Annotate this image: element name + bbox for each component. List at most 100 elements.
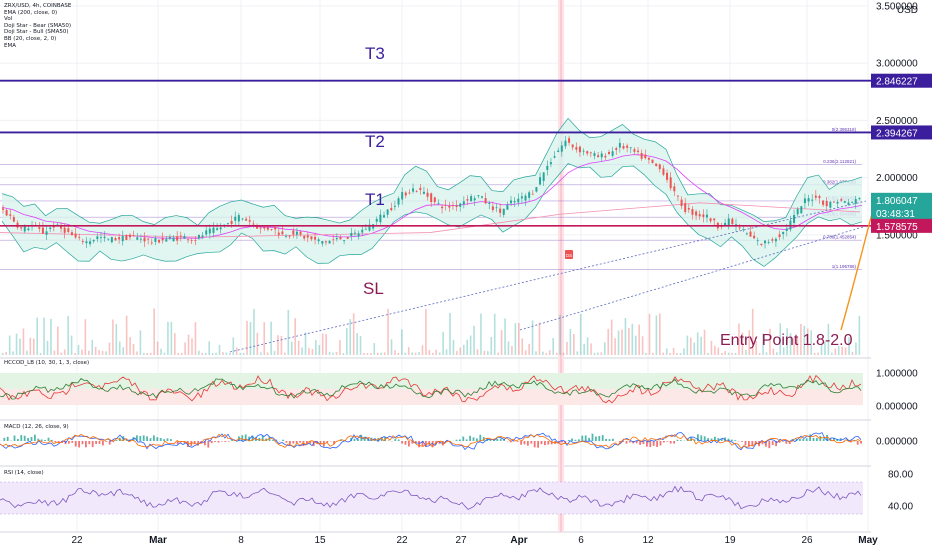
macd-histogram-bar xyxy=(673,441,675,444)
macd-histogram-bar xyxy=(500,439,502,441)
candle-body xyxy=(456,205,458,207)
candle-body xyxy=(779,234,781,237)
macd-histogram-bar xyxy=(170,439,172,441)
legend-symbol[interactable]: ZRX/USD, 4h, COINBASE xyxy=(4,3,71,10)
volume-bar xyxy=(432,353,434,355)
hcc-pane-label[interactable]: HCCOD_LB (10, 30, 1, 3, close) xyxy=(4,360,89,366)
candle-body xyxy=(608,152,610,154)
macd-histogram-bar xyxy=(809,434,811,441)
volume-bar xyxy=(284,353,286,355)
volume-bar xyxy=(831,353,833,355)
hcc-tick-label: 1.000000 xyxy=(876,369,918,380)
volume-bar xyxy=(611,320,613,355)
macd-histogram-bar xyxy=(605,439,607,441)
macd-pane-label[interactable]: MACD (12, 26, close, 9) xyxy=(4,424,69,430)
legend-volume[interactable]: Vol xyxy=(4,16,71,23)
candle-body xyxy=(209,229,211,234)
candle-body xyxy=(677,196,679,197)
macd-histogram-bar xyxy=(666,441,668,442)
volume-bar xyxy=(731,353,733,355)
volume-bar xyxy=(477,349,479,355)
volume-bar xyxy=(16,334,18,355)
volume-bar xyxy=(680,353,682,355)
macd-histogram-bar xyxy=(54,441,56,442)
bollinger-band-fill xyxy=(2,118,862,266)
candle-body xyxy=(339,237,341,239)
volume-bar xyxy=(67,316,69,355)
candle-body xyxy=(176,236,178,240)
macd-histogram-bar xyxy=(585,435,587,441)
volume-bar xyxy=(153,309,155,355)
candle-body xyxy=(96,236,98,239)
macd-histogram-bar xyxy=(704,436,706,441)
macd-histogram-bar xyxy=(394,439,396,441)
volume-bar xyxy=(140,330,142,355)
volume-bar xyxy=(229,353,231,355)
candle-body xyxy=(503,209,505,215)
candle-body xyxy=(238,215,240,221)
volume-bar xyxy=(181,353,183,355)
candle-body xyxy=(786,228,788,230)
price-tick-label: 3.000000 xyxy=(876,59,918,70)
volume-bar xyxy=(356,333,358,355)
legend-ema[interactable]: EMA xyxy=(4,43,71,50)
volume-bar xyxy=(116,324,118,355)
volume-bar xyxy=(521,338,523,355)
candle-body xyxy=(336,238,338,239)
volume-bar xyxy=(817,353,819,355)
candle-body xyxy=(231,221,233,224)
time-label: Mar xyxy=(149,535,167,546)
volume-bar xyxy=(539,323,541,355)
candle-body xyxy=(757,240,759,241)
volume-bar xyxy=(573,334,575,355)
candle-body xyxy=(173,238,175,242)
macd-histogram-bar xyxy=(636,441,638,443)
candle-body xyxy=(38,227,40,229)
volume-bar xyxy=(298,341,300,355)
candle-body xyxy=(133,235,135,236)
candle-body xyxy=(27,229,29,231)
price-label-sl: 1.578575 xyxy=(876,222,918,233)
macd-histogram-bar xyxy=(772,441,774,445)
macd-histogram-bar xyxy=(228,441,230,442)
legend-doji-bear[interactable]: Doji Star - Bear (SMA50) xyxy=(4,23,71,30)
macd-histogram-bar xyxy=(462,437,464,441)
volume-bar xyxy=(30,338,32,355)
candle-body xyxy=(147,239,149,240)
macd-histogram-bar xyxy=(656,441,658,447)
volume-bar xyxy=(105,351,107,355)
legend-bb[interactable]: BB (20, close, 2, 0) xyxy=(4,36,71,43)
legend-doji-bull[interactable]: Doji Star - Bull (SMA50) xyxy=(4,29,71,36)
volume-bar xyxy=(312,349,314,355)
volume-bar xyxy=(700,337,702,355)
time-label: 6 xyxy=(578,535,584,546)
volume-bar xyxy=(232,338,234,355)
volume-bar xyxy=(583,344,585,355)
candle-body xyxy=(390,208,392,210)
volume-bar xyxy=(707,353,709,355)
volume-bar xyxy=(164,353,166,355)
candle-body xyxy=(307,235,309,237)
volume-bar xyxy=(253,309,255,355)
candle-body xyxy=(710,218,712,221)
candle-body xyxy=(263,227,265,228)
candle-body xyxy=(387,209,389,214)
volume-bar xyxy=(23,328,25,355)
rsi-pane-label[interactable]: RSI (14, close) xyxy=(4,470,44,476)
volume-bar xyxy=(470,336,472,355)
macd-histogram-bar xyxy=(541,441,543,444)
legend-ema200[interactable]: EMA (200, close, 0) xyxy=(4,10,71,17)
volume-bar xyxy=(446,349,448,355)
candle-body xyxy=(499,209,501,213)
volume-bar xyxy=(528,344,530,355)
volume-bar xyxy=(542,352,544,355)
volume-bar xyxy=(690,338,692,355)
macd-histogram-bar xyxy=(78,441,80,447)
volume-bar xyxy=(628,328,630,355)
volume-bar xyxy=(36,318,38,355)
candle-body xyxy=(107,239,109,240)
macd-histogram-bar xyxy=(418,441,420,447)
volume-bar xyxy=(171,322,173,355)
